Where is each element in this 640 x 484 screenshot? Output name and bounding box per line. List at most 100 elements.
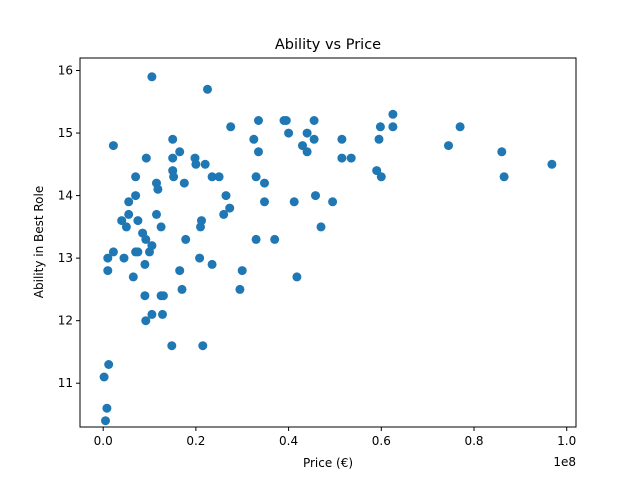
data-point xyxy=(168,134,178,144)
data-point xyxy=(131,172,141,182)
data-point xyxy=(179,178,189,188)
data-point xyxy=(108,247,118,257)
data-point xyxy=(133,247,143,257)
data-point xyxy=(117,216,127,226)
data-point xyxy=(372,166,382,176)
data-point xyxy=(203,84,212,94)
data-point xyxy=(302,128,312,138)
data-point xyxy=(444,141,453,151)
data-point xyxy=(292,272,302,282)
data-point xyxy=(181,234,191,244)
data-point xyxy=(119,253,129,263)
x-axis-ticks: 0.0 0.2 0.4 0.6 0.8 1.0 xyxy=(94,427,576,448)
data-point xyxy=(124,197,134,207)
y-tick-label: 16 xyxy=(58,64,73,78)
data-point xyxy=(158,291,168,301)
x-tick-label: 0.0 xyxy=(94,434,113,448)
data-point xyxy=(221,191,231,201)
x-tick-label: 0.4 xyxy=(279,434,298,448)
data-point xyxy=(140,291,150,301)
data-point xyxy=(249,134,259,144)
data-point xyxy=(270,234,280,244)
data-point xyxy=(121,222,131,232)
y-tick-label: 15 xyxy=(58,126,73,140)
data-point xyxy=(168,153,178,163)
data-point xyxy=(147,72,157,82)
data-point xyxy=(497,147,507,157)
data-point xyxy=(254,147,263,157)
data-point xyxy=(147,309,157,319)
data-point xyxy=(140,259,150,269)
x-axis-label: Price (€) xyxy=(303,456,353,470)
x-tick-label: 1.0 xyxy=(557,434,576,448)
data-point xyxy=(251,172,261,182)
data-point xyxy=(311,191,320,201)
data-point xyxy=(388,109,398,119)
data-point xyxy=(133,216,143,226)
data-point xyxy=(298,141,307,151)
data-point xyxy=(101,416,110,426)
data-point xyxy=(104,360,114,369)
data-point xyxy=(128,272,138,282)
y-tick-label: 11 xyxy=(58,376,73,390)
data-point xyxy=(207,172,217,182)
data-point xyxy=(108,141,118,151)
data-point xyxy=(195,253,205,263)
data-point xyxy=(226,122,236,132)
data-point xyxy=(141,316,151,326)
data-point xyxy=(309,116,319,125)
data-point xyxy=(158,309,167,319)
data-point xyxy=(316,222,326,232)
data-point xyxy=(167,341,177,351)
data-points xyxy=(99,72,557,426)
data-point xyxy=(251,234,261,244)
data-point xyxy=(141,153,151,163)
data-point xyxy=(376,172,386,182)
x-tick-label: 0.2 xyxy=(186,434,205,448)
y-tick-label: 13 xyxy=(58,251,73,265)
data-point xyxy=(103,253,113,263)
data-point xyxy=(152,209,161,219)
data-point xyxy=(289,197,299,207)
data-point xyxy=(141,234,151,244)
data-point xyxy=(346,153,356,163)
data-point xyxy=(175,266,185,276)
y-axis-label: Ability in Best Role xyxy=(32,186,46,298)
data-point xyxy=(175,147,185,157)
data-point xyxy=(147,241,157,251)
data-point xyxy=(197,216,206,226)
y-axis-ticks: 11 12 13 14 15 16 xyxy=(58,64,80,390)
data-point xyxy=(375,122,385,132)
data-point xyxy=(337,134,347,144)
y-tick-label: 12 xyxy=(58,314,73,328)
data-point xyxy=(455,122,465,132)
data-point xyxy=(153,184,163,194)
x-axis-offset-label: 1e8 xyxy=(553,455,576,469)
data-point xyxy=(547,159,557,169)
data-point xyxy=(225,203,235,213)
data-point xyxy=(254,116,263,125)
data-point xyxy=(284,128,294,138)
data-point xyxy=(191,159,201,169)
data-point xyxy=(237,266,247,276)
data-point xyxy=(260,178,269,188)
data-point xyxy=(499,172,509,182)
data-point xyxy=(214,172,224,182)
data-point xyxy=(219,209,229,219)
data-point xyxy=(177,284,187,294)
plot-frame xyxy=(79,57,577,428)
y-tick-label: 14 xyxy=(58,189,73,203)
data-point xyxy=(156,222,166,232)
data-point xyxy=(102,403,112,413)
data-point xyxy=(131,191,141,201)
chart-title: Ability vs Price xyxy=(275,37,381,53)
data-point xyxy=(207,259,217,269)
data-point xyxy=(200,159,210,169)
data-point xyxy=(260,197,269,207)
data-point xyxy=(103,266,113,276)
data-point xyxy=(388,122,398,132)
data-point xyxy=(281,116,291,125)
data-point xyxy=(124,209,134,219)
